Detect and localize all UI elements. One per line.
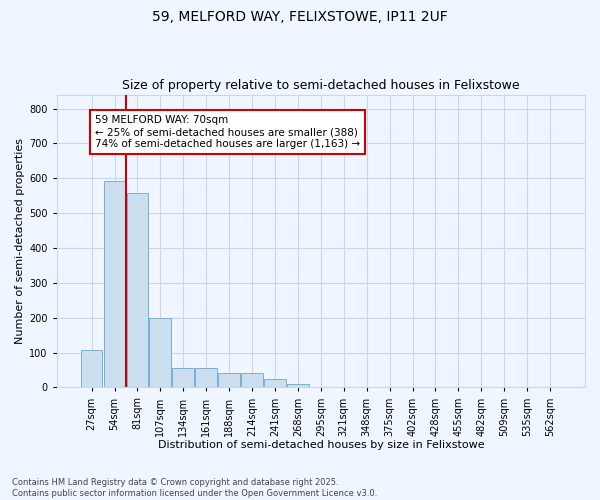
Bar — [104, 180, 125, 388]
Bar — [127, 193, 148, 388]
Bar — [264, 378, 286, 388]
Title: Size of property relative to semi-detached houses in Felixstowe: Size of property relative to semi-detach… — [122, 79, 520, 92]
Text: 59 MELFORD WAY: 70sqm
← 25% of semi-detached houses are smaller (388)
74% of sem: 59 MELFORD WAY: 70sqm ← 25% of semi-deta… — [95, 116, 360, 148]
Bar — [149, 318, 171, 388]
Text: Contains HM Land Registry data © Crown copyright and database right 2025.
Contai: Contains HM Land Registry data © Crown c… — [12, 478, 377, 498]
Bar — [241, 373, 263, 388]
Bar — [310, 386, 332, 388]
X-axis label: Distribution of semi-detached houses by size in Felixstowe: Distribution of semi-detached houses by … — [158, 440, 484, 450]
Text: 59, MELFORD WAY, FELIXSTOWE, IP11 2UF: 59, MELFORD WAY, FELIXSTOWE, IP11 2UF — [152, 10, 448, 24]
Bar — [218, 373, 240, 388]
Bar — [81, 350, 103, 388]
Bar — [287, 384, 309, 388]
Y-axis label: Number of semi-detached properties: Number of semi-detached properties — [15, 138, 25, 344]
Bar — [172, 368, 194, 388]
Bar — [196, 368, 217, 388]
